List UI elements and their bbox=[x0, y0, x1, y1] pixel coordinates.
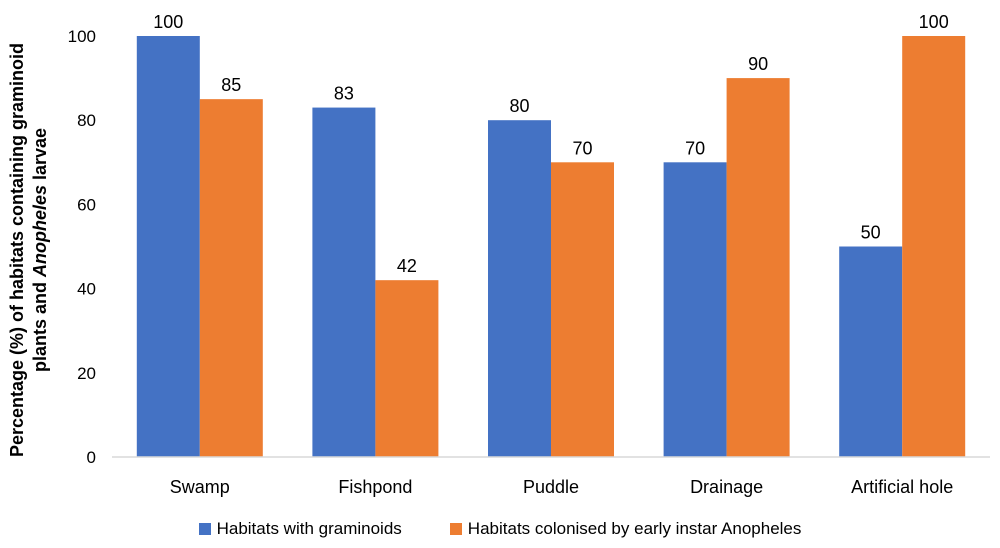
bar-graminoids bbox=[488, 120, 551, 457]
bar-anopheles bbox=[375, 280, 439, 457]
y-tick-label: 80 bbox=[77, 111, 96, 130]
category-label: Drainage bbox=[690, 477, 763, 497]
category-labels: Swamp Fishpond Puddle Drainage Artificial ho… bbox=[170, 477, 953, 497]
data-label: 70 bbox=[572, 138, 592, 158]
y-tick-label: 100 bbox=[68, 27, 96, 46]
y-tick-label: 0 bbox=[87, 448, 96, 467]
y-axis-title-line1: Percentage (%) of habitats containing gr… bbox=[7, 43, 27, 457]
bar-graminoids bbox=[312, 107, 376, 457]
y-axis-ticks: 0 20 40 60 80 100 bbox=[68, 27, 96, 467]
legend-item: Habitats with graminoids bbox=[198, 519, 402, 539]
legend-label: Habitats colonised by early instar Anoph… bbox=[467, 519, 802, 538]
data-label: 100 bbox=[919, 12, 949, 32]
data-label: 85 bbox=[221, 75, 241, 95]
y-axis-title: Percentage (%) of habitats containing gr… bbox=[7, 43, 50, 457]
y-tick-label: 40 bbox=[77, 280, 96, 299]
category-label: Artificial hole bbox=[851, 477, 953, 497]
legend-swatch bbox=[449, 523, 462, 535]
data-label: 70 bbox=[685, 138, 705, 158]
data-label: 42 bbox=[397, 256, 417, 276]
data-label: 83 bbox=[334, 84, 354, 104]
category-label: Fishpond bbox=[338, 477, 412, 497]
category-label: Puddle bbox=[523, 477, 579, 497]
y-axis-title-line2-start: plants and bbox=[30, 277, 50, 372]
data-label: 90 bbox=[748, 54, 768, 74]
bar-anopheles bbox=[902, 36, 966, 457]
category-label: Swamp bbox=[170, 477, 230, 497]
data-labels: 100 85 83 42 80 70 70 90 50 100 bbox=[153, 12, 948, 276]
bar-graminoids bbox=[839, 246, 903, 457]
bar-anopheles bbox=[726, 78, 790, 457]
legend-label: Habitats with graminoids bbox=[216, 519, 402, 538]
y-tick-label: 60 bbox=[77, 195, 96, 214]
y-tick-label: 20 bbox=[77, 364, 96, 383]
y-axis-title-line2: plants and Anopheles larvae bbox=[30, 128, 50, 372]
bar-anopheles bbox=[199, 99, 263, 458]
data-label: 80 bbox=[509, 96, 529, 116]
y-axis-title-italic: Anopheles bbox=[30, 185, 50, 278]
y-axis-title-line2-end: larvae bbox=[30, 128, 50, 185]
legend: Habitats with graminoids Habitats colonis… bbox=[0, 519, 1000, 539]
legend-item: Habitats colonised by early instar Anoph… bbox=[449, 519, 802, 539]
bars bbox=[136, 36, 966, 458]
data-label: 100 bbox=[153, 12, 183, 32]
bar-anopheles bbox=[551, 162, 614, 458]
legend-swatch bbox=[198, 523, 211, 535]
bar-graminoids bbox=[663, 162, 727, 458]
bar-graminoids bbox=[136, 36, 200, 457]
data-label: 50 bbox=[861, 223, 881, 243]
